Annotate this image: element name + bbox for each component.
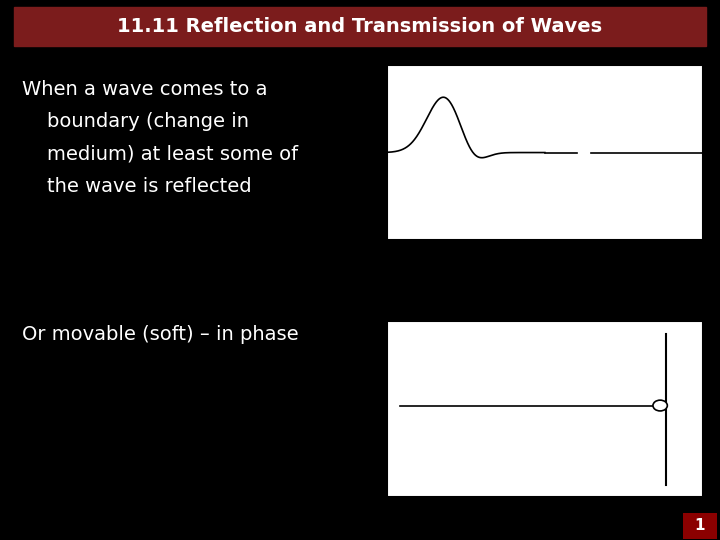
Text: When a wave comes to a: When a wave comes to a — [22, 79, 267, 99]
Text: boundary (change in: boundary (change in — [22, 112, 248, 131]
FancyBboxPatch shape — [683, 513, 717, 539]
Text: medium) at least some of: medium) at least some of — [22, 144, 298, 164]
Text: the wave is reflected: the wave is reflected — [22, 177, 251, 196]
Text: 11.11 Reflection and Transmission of Waves: 11.11 Reflection and Transmission of Wav… — [117, 17, 603, 36]
Text: 1: 1 — [695, 518, 705, 534]
FancyBboxPatch shape — [14, 7, 706, 46]
FancyBboxPatch shape — [387, 321, 703, 497]
Circle shape — [653, 400, 667, 411]
Text: Or movable (soft) – in phase: Or movable (soft) – in phase — [22, 325, 298, 345]
FancyBboxPatch shape — [387, 65, 703, 240]
